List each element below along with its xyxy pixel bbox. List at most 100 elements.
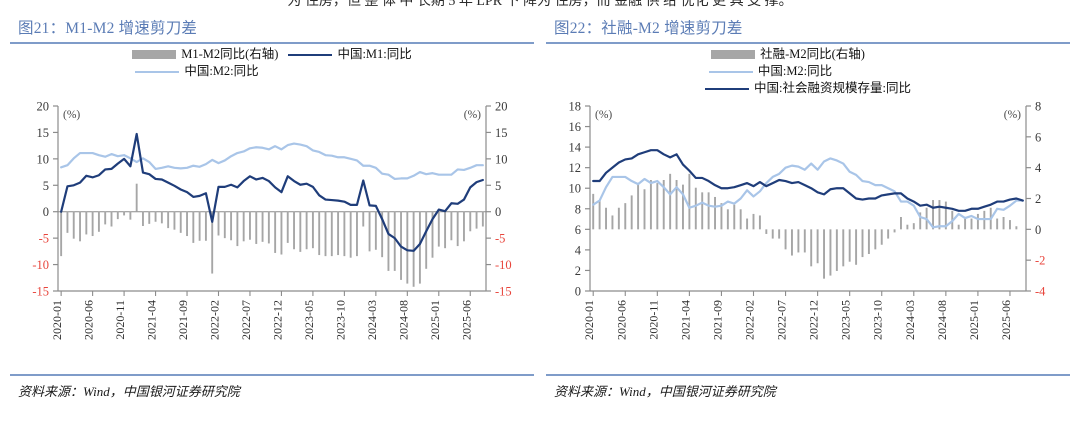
- bar-series: [592, 173, 1018, 279]
- x-axis-tick-label: 2024-03: [365, 300, 379, 340]
- y-axis-right-tick-label: 5: [495, 179, 501, 193]
- legend-item-m2[interactable]: 中国:M2:同比: [135, 63, 259, 80]
- x-axis-tick-label: 2025-06: [459, 300, 473, 340]
- line-series: [592, 149, 1024, 212]
- x-axis-tick-label: 2020-01: [50, 300, 64, 340]
- x-axis-tick-label: 2020-06: [614, 300, 628, 340]
- x-axis-tick-label: 2025-06: [999, 300, 1013, 340]
- line-series: [60, 142, 484, 181]
- y-axis-right-tick-label: 8: [1035, 100, 1041, 114]
- legend-item-sherong-m2-bar[interactable]: 社融-M2同比(右轴): [711, 46, 865, 63]
- cut-off-text-line: 为 住房，但 整 体 中 长期 5 年 LPR 下 降为 住房，而 金融 供 给…: [0, 0, 1080, 9]
- x-axis-tick-label: 2024-08: [396, 300, 410, 340]
- y-axis-tick-label: 0: [575, 285, 581, 299]
- y-axis-right-tick-label: 6: [1035, 130, 1041, 144]
- x-axis-tick-label: 2021-04: [145, 300, 159, 340]
- source-label-fig22: 资料来源：Wind，中国银河证券研究院: [554, 383, 776, 399]
- y-axis-tick-label: 4: [575, 243, 582, 257]
- y-axis-tick-label: 16: [569, 120, 582, 134]
- plot-svg-fig21: 20 15 10 5 0 -5 -10 -15 20 15 10 5 0 -5 -10 -15 (%) (%) 20…: [32, 100, 512, 341]
- y-axis-tick-label: -5: [39, 232, 49, 246]
- legend-item-shehui-rongzi[interactable]: 中国:社会融资规模存量:同比: [705, 80, 911, 97]
- y-axis-tick-label: 12: [569, 161, 582, 175]
- line-series: [592, 157, 1024, 229]
- x-axis-tick-label: 2023-05: [839, 300, 853, 340]
- x-axis-tick-label: 2021-09: [710, 300, 724, 340]
- legend-label: 中国:M2:同比: [757, 64, 833, 78]
- y-axis-tick-label: -10: [32, 258, 49, 272]
- y-axis-right-tick-label: -5: [495, 232, 505, 246]
- chart-fig21: M1-M2同比(右轴) 中国:M1:同比 中国:M2:同比: [10, 44, 534, 374]
- x-axis-tick-label: 2021-04: [678, 300, 692, 340]
- x-axis-tick-label: 2020-01: [582, 300, 596, 340]
- line-swatch-icon: [288, 53, 333, 56]
- footer-divider-fig21: [10, 374, 534, 376]
- y-axis-tick-label: -15: [32, 285, 49, 299]
- legend-label: 社融-M2同比(右轴): [760, 47, 865, 61]
- x-axis-tick-label: 2024-08: [935, 300, 949, 340]
- cut-off-text: 为 住房，但 整 体 中 长期 5 年 LPR 下 降为 住房，而 金融 供 给…: [287, 0, 793, 9]
- legend-fig21: M1-M2同比(右轴) 中国:M1:同比 中国:M2:同比: [10, 46, 534, 80]
- y-axis-right-tick-label: 4: [1035, 161, 1042, 175]
- legend-label: 中国:M2:同比: [184, 64, 259, 78]
- y-axis-right-tick-label: 2: [1035, 192, 1041, 206]
- page-title-fig21: 图21：M1-M2 增速剪刀差: [18, 20, 198, 37]
- y-axis-right-tick-label: -2: [1035, 254, 1045, 268]
- x-axis-tick-label: 2023-10: [333, 300, 347, 340]
- y-axis-tick-label: 0: [43, 205, 49, 219]
- x-axis-tick-label: 2022-07: [239, 300, 253, 340]
- line-swatch-icon: [708, 70, 753, 73]
- x-axis-tick-label: 2022-07: [775, 300, 789, 340]
- y-axis-tick-label: 14: [569, 141, 582, 155]
- page-title-fig22: 图22：社融-M2 增速剪刀差: [554, 20, 743, 37]
- legend-label: 中国:社会融资规模存量:同比: [754, 81, 911, 95]
- legend-item-m1[interactable]: 中国:M1:同比: [288, 46, 412, 63]
- y-axis-right-tick-label: 0: [1035, 223, 1041, 237]
- legend-item-m2[interactable]: 中国:M2:同比: [708, 63, 833, 80]
- x-axis-tick-label: 2020-11: [646, 300, 660, 340]
- line-swatch-icon: [135, 70, 180, 73]
- footer-divider-fig22: [546, 374, 1070, 376]
- x-axis-tick-label: 2025-01: [967, 300, 981, 340]
- source-label-fig21: 资料来源：Wind，中国银河证券研究院: [18, 383, 240, 399]
- y-axis-tick-label: 15: [37, 126, 50, 140]
- plot-svg-fig22: 18 16 14 12 10 8 6 4 2 0 8 6 4 2 0 -2 -4 (%) (%) 2020-01 202…: [569, 100, 1047, 341]
- y-axis-tick-label: 8: [575, 202, 581, 216]
- x-axis-tick-label: 2020-06: [82, 300, 96, 340]
- y-axis-tick-label: 10: [569, 182, 582, 196]
- y-axis-right-tick-label: 0: [495, 205, 501, 219]
- y-axis-right-tick-label: -15: [495, 285, 512, 299]
- x-axis-tick-label: 2022-02: [743, 300, 757, 340]
- y-axis-unit-right: (%): [464, 109, 481, 121]
- x-axis-tick-label: 2023-05: [302, 300, 316, 340]
- bar-series: [60, 183, 484, 287]
- line-swatch-icon: [705, 87, 750, 90]
- figure-panel-fig22: 图22：社融-M2 增速剪刀差 社融-M2同比(右轴) 中国:M2:同比: [540, 14, 1080, 431]
- y-axis-tick-label: 10: [37, 152, 50, 166]
- legend-label: 中国:M1:同比: [337, 47, 412, 61]
- y-axis-right-tick-label: -10: [495, 258, 512, 272]
- figure-panel-fig21: 图21：M1-M2 增速剪刀差 M1-M2同比(右轴) 中国:M1:同比: [0, 14, 540, 431]
- y-axis-right-tick-label: 20: [495, 100, 508, 114]
- x-axis-tick-label: 2021-09: [176, 300, 190, 340]
- legend-label: M1-M2同比(右轴): [181, 47, 279, 61]
- y-axis-tick-label: 6: [575, 223, 581, 237]
- line-series: [60, 132, 484, 252]
- x-axis-tick-label: 2025-01: [428, 300, 442, 340]
- y-axis-right-tick-label: 10: [495, 152, 508, 166]
- x-axis-tick-label: 2023-10: [871, 300, 885, 340]
- y-axis-tick-label: 18: [569, 100, 582, 114]
- y-axis-tick-label: 20: [37, 100, 50, 114]
- legend-fig22: 社融-M2同比(右轴) 中国:M2:同比 中国:社会融资规模存量:同比: [546, 46, 1070, 97]
- y-axis-unit-right: (%): [1004, 109, 1021, 121]
- title-divider-fig21: [10, 42, 534, 44]
- title-divider-fig22: [546, 42, 1070, 44]
- legend-item-m1m2-bar[interactable]: M1-M2同比(右轴): [132, 46, 278, 63]
- bar-swatch-icon: [132, 50, 177, 59]
- x-axis-tick-label: 2024-03: [903, 300, 917, 340]
- y-axis-unit-left: (%): [63, 109, 80, 121]
- bar-swatch-icon: [711, 50, 756, 59]
- x-axis-tick-label: 2022-02: [208, 300, 222, 340]
- figures-row: 图21：M1-M2 增速剪刀差 M1-M2同比(右轴) 中国:M1:同比: [0, 14, 1080, 431]
